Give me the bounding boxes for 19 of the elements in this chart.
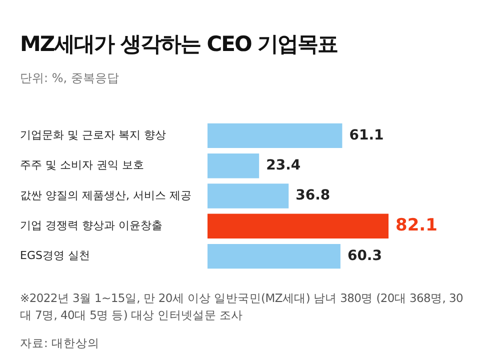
text: 단위: %, 중복응답 [20,70,119,87]
data-label: 23.4 [266,157,301,174]
bar [207,123,342,148]
text: ※2022년 3월 1~15일, 만 20세 이상 일반국민(MZ세대) 남녀 380명 (20대 368명, 30대 7명, 40대 5명 등) 대상 인터넷설문 조사 [20,290,464,324]
bar [207,214,389,239]
data-label: 61.1 [349,127,384,144]
bar [207,184,289,208]
data-label: 60.3 [347,248,382,264]
data-label: 36.8 [296,188,330,204]
y-tick-label: 주주 및 소비자 권익 보호 [20,158,144,172]
y-tick-label: 기업 경쟁력 향상과 이윤창출 [20,219,162,232]
y-tick-label: 기업문화 및 근로자 복지 향상 [20,128,166,142]
bar [207,153,260,178]
bar [207,244,340,269]
data-label: 82.1 [396,216,438,236]
y-tick-label: 값싼 양질의 제품생산, 서비스 제공 [20,188,192,202]
y-tick-label: EGS경영 실천 [20,249,90,262]
chart-title: MZ세대가 생각하는 CEO 기업목표 [20,31,338,58]
text: 자료: 대한상의 [20,336,100,351]
